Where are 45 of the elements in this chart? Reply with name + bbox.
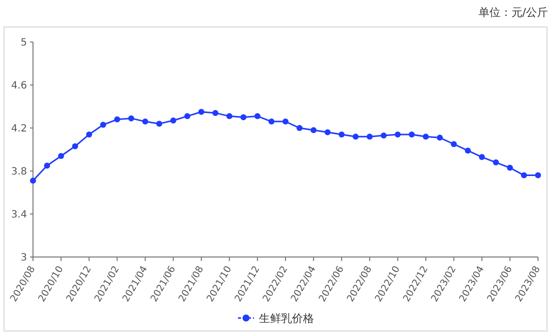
point [394, 131, 401, 138]
point [268, 118, 274, 125]
point [226, 113, 232, 120]
point [100, 122, 106, 128]
point [86, 131, 92, 138]
point [422, 134, 429, 140]
point [478, 154, 485, 160]
point [156, 120, 162, 127]
point [198, 108, 204, 115]
point [30, 178, 36, 184]
y-tick-label: 3.4 [11, 210, 27, 221]
point [212, 110, 218, 116]
point [506, 164, 513, 171]
point [254, 113, 260, 120]
point [240, 114, 246, 120]
point [492, 159, 499, 166]
point [128, 115, 134, 122]
point [324, 129, 331, 136]
y-tick-label: 4.2 [11, 124, 27, 135]
text: 单位：元/公斤 [478, 6, 548, 19]
point [520, 172, 527, 178]
y-tick-label: 3.8 [11, 166, 27, 178]
point [535, 172, 541, 178]
point [310, 127, 317, 134]
point [352, 134, 359, 140]
point [380, 132, 387, 139]
point [450, 141, 457, 148]
point [296, 125, 303, 131]
point [44, 162, 50, 169]
point [338, 131, 345, 138]
point [366, 134, 373, 140]
point [184, 113, 190, 120]
point [58, 152, 64, 159]
point [114, 116, 120, 122]
point [464, 148, 471, 154]
y-tick-label: 3 [20, 252, 27, 264]
legend-label: 生鲜乳价格 [259, 312, 314, 325]
point [408, 131, 415, 138]
point [436, 134, 443, 141]
y-tick-label: 4.6 [11, 80, 27, 92]
point [72, 143, 78, 150]
point [142, 118, 148, 125]
point [282, 118, 288, 125]
point [170, 117, 176, 124]
y-tick-label: 5 [20, 38, 27, 49]
